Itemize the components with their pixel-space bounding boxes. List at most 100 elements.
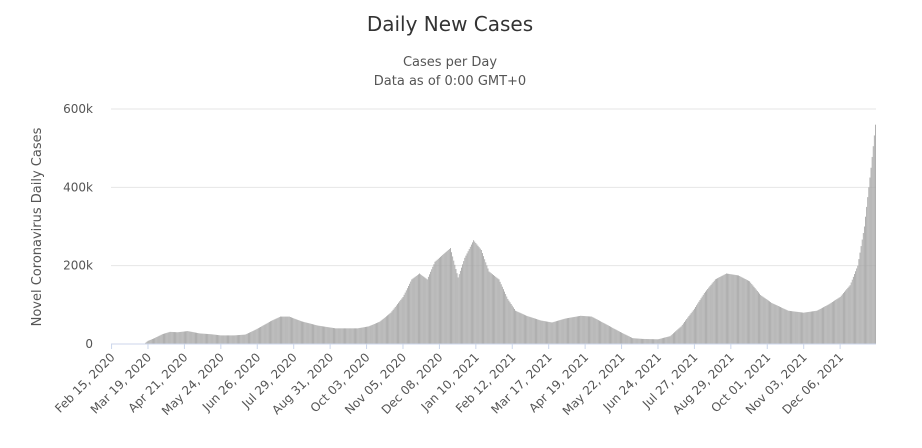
bar: [586, 316, 588, 344]
bar: [686, 319, 688, 344]
bar: [621, 332, 622, 344]
bar: [286, 316, 288, 344]
bar: [217, 334, 218, 344]
bar: [575, 316, 577, 344]
bar: [655, 339, 657, 344]
y-tick-label: 200k: [63, 259, 93, 273]
bar: [826, 305, 828, 344]
bar: [773, 303, 775, 344]
bar: [552, 322, 554, 344]
bar: [734, 274, 736, 344]
bar: [304, 322, 306, 344]
bar: [384, 317, 386, 344]
bar: [762, 296, 764, 344]
bar: [665, 337, 667, 344]
bar: [365, 326, 366, 344]
bar: [344, 328, 345, 344]
bar: [363, 327, 365, 344]
bar: [212, 334, 214, 344]
bar: [659, 338, 661, 344]
bar: [359, 327, 361, 344]
bar: [670, 335, 672, 344]
bar: [555, 321, 557, 344]
bar: [324, 326, 326, 344]
bar: [746, 280, 748, 344]
bar: [287, 316, 289, 344]
bar: [653, 339, 655, 344]
bar: [689, 314, 691, 344]
bar: [743, 278, 745, 344]
bar: [223, 335, 225, 344]
bar: [250, 332, 252, 344]
bar: [213, 334, 215, 344]
bar: [664, 337, 666, 344]
bar: [158, 335, 160, 344]
bar: [604, 323, 606, 344]
bar: [617, 330, 619, 344]
bar: [601, 321, 603, 344]
bar: [219, 335, 221, 344]
bar: [506, 296, 508, 344]
bar: [185, 331, 186, 344]
bar: [420, 274, 422, 344]
bar: [518, 312, 520, 344]
bar: [467, 251, 469, 344]
bar: [706, 290, 707, 344]
bar: [443, 253, 445, 344]
bar: [871, 156, 873, 344]
bar: [422, 276, 424, 344]
bar: [235, 335, 237, 344]
bar: [649, 339, 651, 344]
bar: [468, 249, 470, 344]
bar: [810, 311, 812, 344]
bar: [701, 296, 703, 344]
bar: [319, 325, 321, 344]
bar: [215, 334, 217, 344]
chart-subtitle: Cases per Day: [403, 55, 497, 70]
bar: [642, 338, 643, 344]
bar: [362, 327, 364, 344]
bar: [404, 292, 406, 344]
bar: [814, 311, 816, 344]
bar: [757, 292, 759, 344]
bar: [627, 335, 629, 344]
bar: [260, 326, 262, 344]
bar: [799, 312, 801, 344]
bar: [458, 274, 460, 344]
bar: [827, 304, 829, 344]
bar: [267, 322, 269, 344]
bar: [399, 301, 401, 344]
bar: [618, 331, 620, 344]
bar: [829, 303, 831, 344]
bar: [352, 328, 354, 344]
bar: [788, 310, 790, 344]
bar: [579, 315, 581, 344]
bar: [200, 333, 202, 344]
grid-lines: [111, 108, 876, 267]
bar: [504, 291, 505, 344]
bar: [549, 322, 551, 344]
bar: [335, 328, 337, 344]
bar: [274, 319, 276, 344]
bar: [154, 338, 156, 344]
bar: [393, 308, 395, 344]
bar: [391, 311, 393, 344]
bar: [461, 267, 462, 344]
bar: [512, 307, 514, 344]
bar: [406, 288, 408, 344]
bar: [643, 338, 645, 344]
bar: [690, 313, 692, 344]
bar: [360, 327, 362, 344]
bar: [574, 316, 576, 344]
bar: [856, 268, 858, 344]
bar: [441, 255, 443, 344]
bar: [502, 289, 504, 344]
bar: [305, 322, 307, 344]
bar: [558, 320, 560, 344]
bar: [263, 325, 265, 344]
bar: [456, 273, 458, 344]
bar: [775, 304, 777, 344]
bar: [472, 242, 473, 344]
bar: [377, 322, 379, 344]
bar: [485, 262, 487, 344]
